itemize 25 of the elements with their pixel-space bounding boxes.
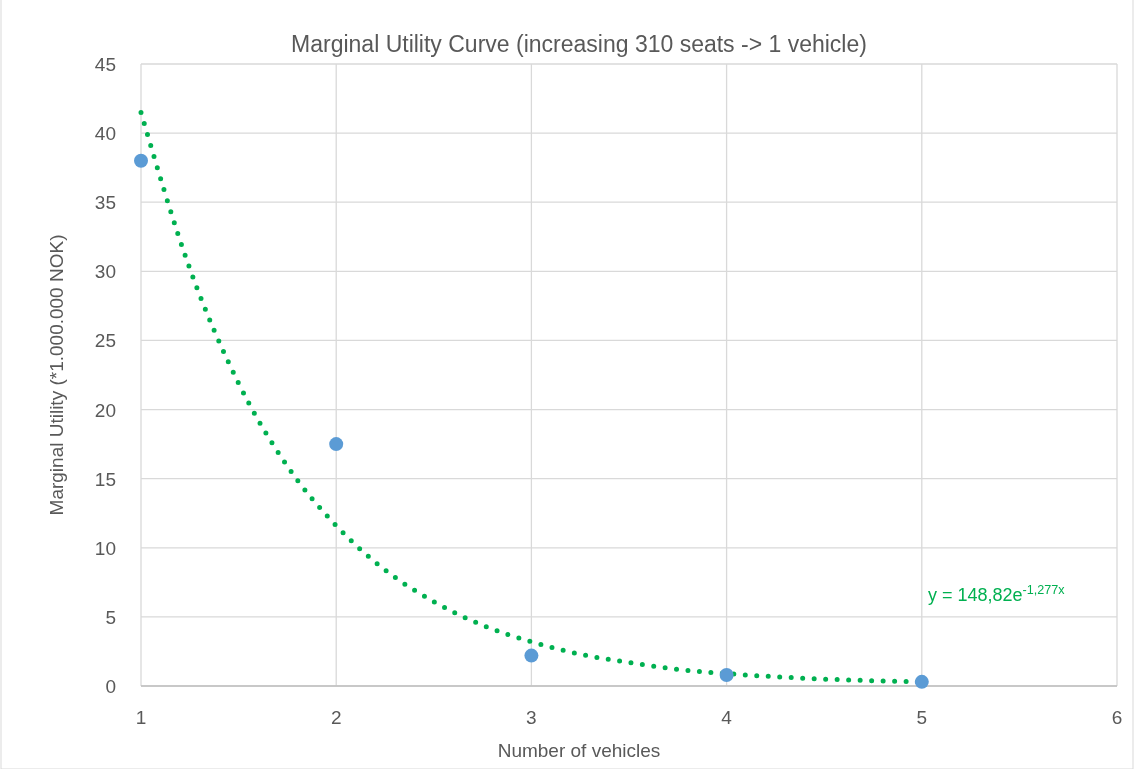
y-tick-label: 0 (105, 676, 116, 697)
y-tick-label: 45 (94, 54, 116, 75)
point (719, 667, 734, 682)
chart-title: Marginal Utility Curve (increasing 310 seats -> 1 vehicle) (291, 31, 867, 57)
x-tick-label: 5 (916, 707, 928, 728)
x-tick-label: 2 (330, 707, 342, 728)
y-tick-label: 40 (94, 123, 116, 145)
x-axis-title: Number of vehicles (497, 740, 661, 761)
y-tick-label: 25 (94, 330, 116, 352)
point (524, 648, 539, 663)
y-tick-label: 35 (94, 192, 116, 214)
y-tick-label: 5 (105, 606, 116, 628)
point (329, 437, 344, 452)
point (134, 153, 148, 168)
x-tick-label: 1 (135, 707, 147, 728)
y-tick-label: 20 (94, 399, 116, 421)
x-tick-label: 3 (526, 707, 537, 728)
annotation: y = 148,82e$^{-1,277x}$ (928, 583, 1066, 605)
y-axis-title: Marginal Utility (*1.000.000 NOK) (46, 234, 67, 516)
point (914, 674, 929, 689)
x-tick-label: 6 (1111, 707, 1123, 728)
y-tick-label: 10 (94, 537, 116, 559)
x-tick-label: 4 (721, 707, 733, 728)
y-tick-label: 30 (94, 261, 116, 283)
y-tick-label: 15 (94, 468, 116, 490)
